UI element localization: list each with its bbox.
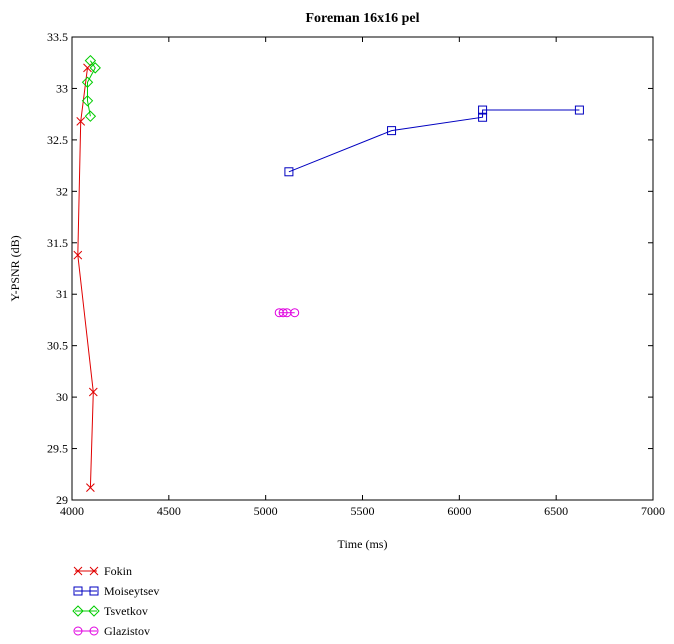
data-point-fokin (73, 250, 83, 260)
series-tsvetkov (81, 54, 101, 122)
x-tick-label: 6000 (447, 504, 471, 518)
y-axis-label: Y-PSNR (dB) (8, 235, 22, 301)
legend-marker (89, 566, 99, 576)
data-point-glazistov (290, 308, 300, 318)
x-tick-label: 4000 (60, 504, 84, 518)
data-point-tsvetkov (81, 95, 94, 107)
x-tick-label: 5500 (351, 504, 375, 518)
data-point-moiseytsev (478, 105, 488, 115)
legend-marker (72, 605, 84, 617)
data-point-tsvetkov (84, 54, 97, 67)
legend-item-tsvetkov: Tsvetkov (72, 604, 148, 618)
x-tick-label: 7000 (641, 504, 665, 518)
y-tick-label: 29.5 (47, 442, 68, 456)
series-line-fokin (77, 67, 94, 488)
data-point-moiseytsev (574, 105, 584, 115)
series-moiseytsev (284, 105, 584, 177)
legend-marker (88, 605, 100, 617)
legend-marker (89, 626, 99, 636)
legend-label: Glazistov (104, 624, 150, 638)
legend-item-moiseytsev: Moiseytsev (73, 584, 159, 598)
y-tick-label: 30.5 (47, 339, 68, 353)
data-point-moiseytsev (284, 167, 294, 177)
data-point-tsvetkov (81, 76, 94, 88)
y-tick-label: 32.5 (47, 133, 68, 147)
y-axis: 29 29.5 30 30.5 31 31.5 32 32.5 33 33.5 (47, 30, 653, 507)
series-line-moiseytsev (288, 109, 580, 173)
y-tick-label: 31.5 (47, 236, 68, 250)
plot-area (71, 36, 654, 501)
legend-item-fokin: Fokin (73, 564, 132, 578)
y-tick-label: 33 (56, 81, 68, 95)
data-point-tsvetkov (89, 62, 101, 74)
x-tick-label: 6500 (544, 504, 568, 518)
data-point-fokin (88, 387, 98, 397)
data-point-fokin (86, 483, 95, 493)
legend-label: Fokin (104, 564, 132, 578)
x-tick-label: 5000 (254, 504, 278, 518)
legend-marker (89, 586, 99, 596)
legend-label: Tsvetkov (104, 604, 148, 618)
legend-marker (73, 586, 83, 596)
data-point-glazistov (278, 308, 288, 318)
legend-item-glazistov: Glazistov (73, 624, 150, 638)
series-line-tsvetkov (86, 60, 96, 117)
series-layer (73, 54, 584, 493)
data-point-moiseytsev (387, 126, 397, 136)
legend-marker (73, 626, 83, 636)
x-axis-label: Time (ms) (338, 537, 388, 551)
legend-marker (73, 566, 83, 576)
y-tick-label: 33.5 (47, 30, 68, 44)
legend-label: Moiseytsev (104, 584, 159, 598)
data-point-moiseytsev (478, 112, 488, 122)
x-axis: 4000 4500 5000 5500 6000 6500 7000 (60, 37, 665, 518)
series-fokin (73, 63, 98, 493)
x-tick-label: 4500 (157, 504, 181, 518)
data-point-tsvetkov (84, 110, 97, 122)
chart-title: Foreman 16x16 pel (305, 11, 419, 26)
y-tick-label: 30 (56, 390, 68, 404)
series-glazistov (274, 308, 300, 318)
y-tick-label: 31 (56, 287, 68, 301)
y-tick-label: 32 (56, 184, 68, 198)
y-tick-label: 29 (56, 493, 68, 507)
legend: Fokin Moiseytsev Tsvetkov Glazistov (72, 564, 159, 638)
data-point-fokin (76, 117, 86, 126)
